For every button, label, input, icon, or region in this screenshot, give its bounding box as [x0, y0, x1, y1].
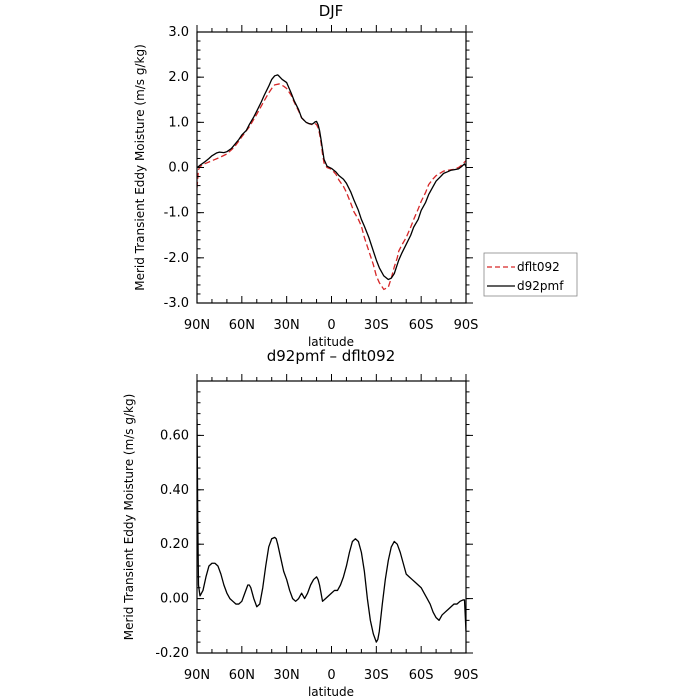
top-series-line-dflt092	[197, 83, 466, 291]
top-y-tick-label: 0.0	[168, 161, 189, 176]
top-chart-title: DJF	[319, 2, 344, 20]
bottom-x-tick-label: 30S	[364, 668, 389, 683]
bottom-chart-title: d92pmf – dflt092	[267, 347, 396, 365]
top-y-tick-label: 3.0	[168, 25, 189, 40]
top-x-tick-label: 60N	[229, 318, 255, 333]
top-x-tick-label: 90S	[454, 318, 479, 333]
top-y-tick-label: 1.0	[168, 115, 189, 130]
top-y-tick-label: 2.0	[168, 70, 189, 85]
top-y-tick-label: -2.0	[164, 251, 189, 266]
bottom-y-tick-label: -0.20	[155, 646, 189, 661]
top-x-axis-label: latitude	[308, 335, 354, 349]
top-x-tick-label: 90N	[184, 318, 210, 333]
bottom-series-line-difference	[197, 419, 466, 643]
bottom-y-tick-label: 0.00	[160, 592, 189, 607]
bottom-x-tick-label: 90N	[184, 668, 210, 683]
bottom-y-axis-label: Merid Transient Eddy Moisture (m/s g/kg)	[122, 394, 136, 641]
bottom-x-axis-label: latitude	[308, 685, 354, 699]
top-y-axis-label: Merid Transient Eddy Moisture (m/s g/kg)	[133, 44, 147, 291]
top-x-tick-label: 30S	[364, 318, 389, 333]
bottom-x-tick-label: 90S	[454, 668, 479, 683]
top-legend: dflt092 d92pmf	[483, 252, 578, 297]
bottom-x-tick-label: 60S	[409, 668, 434, 683]
top-x-tick-label: 30N	[274, 318, 300, 333]
bottom-panel: d92pmf – dflt092 latitude Merid Transien…	[122, 347, 478, 699]
bottom-y-tick-label: 0.60	[160, 428, 189, 443]
legend-label-dflt092: dflt092	[517, 260, 560, 274]
bottom-plot-frame	[196, 380, 467, 654]
top-panel: DJF latitude Merid Transient Eddy Moistu…	[133, 2, 478, 349]
bottom-y-tick-label: 0.40	[160, 483, 189, 498]
legend-box	[483, 252, 578, 297]
top-x-tick-label: 60S	[409, 318, 434, 333]
bottom-x-tick-label: 30N	[274, 668, 300, 683]
top-y-tick-label: -1.0	[164, 206, 189, 221]
bottom-x-tick-label: 0	[327, 668, 335, 683]
bottom-y-tick-label: 0.20	[160, 537, 189, 552]
top-plot-frame	[196, 31, 467, 304]
top-series-line-d92pmf	[197, 74, 466, 281]
bottom-x-tick-label: 60N	[229, 668, 255, 683]
top-x-tick-label: 0	[327, 318, 335, 333]
legend-label-d92pmf: d92pmf	[517, 279, 564, 293]
top-y-tick-label: -3.0	[164, 296, 189, 311]
